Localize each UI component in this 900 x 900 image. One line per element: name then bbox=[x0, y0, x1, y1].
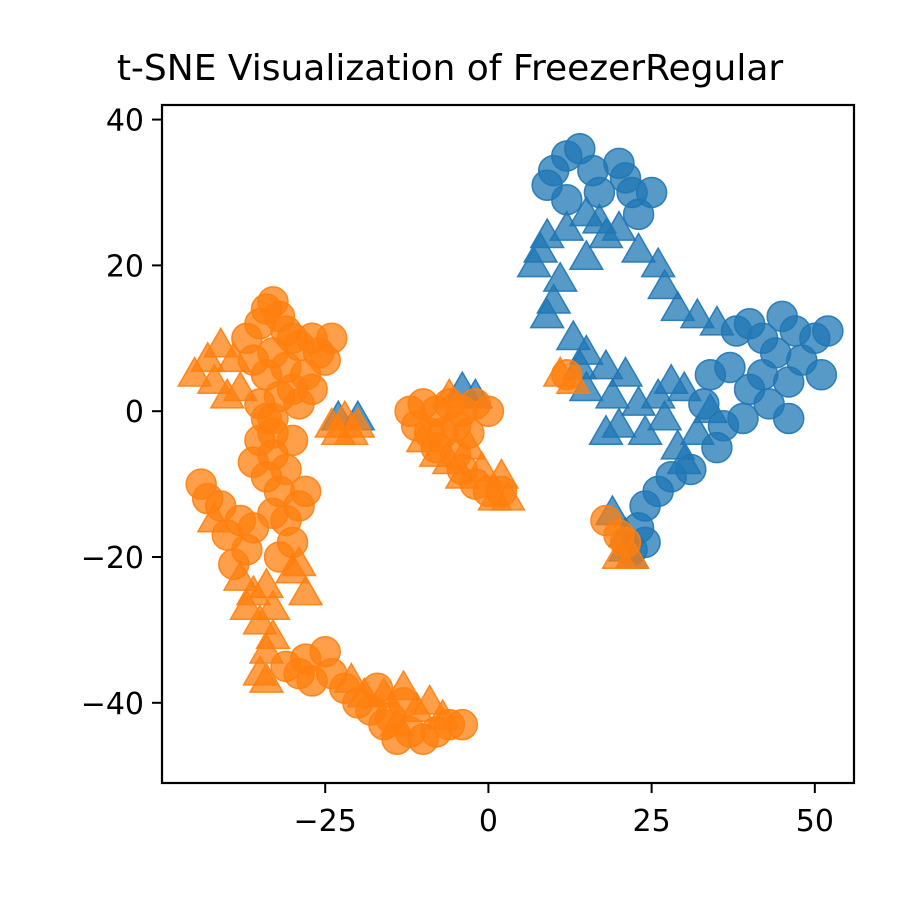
scatter-point-series0-circle bbox=[694, 358, 727, 391]
y-tick-label: −40 bbox=[81, 687, 144, 722]
scatter-point-series1-triangle bbox=[196, 363, 232, 394]
scatter-point-series0-triangle bbox=[679, 297, 716, 329]
scatter-point-series1-circle bbox=[250, 402, 283, 435]
scatter-point-series0-triangle bbox=[516, 246, 552, 278]
y-tick-label: 40 bbox=[106, 104, 144, 139]
scatter-point-series1-circle bbox=[289, 643, 322, 675]
scatter-point-series1-triangle bbox=[229, 589, 265, 620]
points-layer bbox=[176, 132, 844, 756]
scatter-point-series1-triangle bbox=[431, 377, 467, 409]
scatter-point-series0-circle bbox=[622, 198, 655, 231]
scatter-point-series0-triangle bbox=[607, 355, 644, 387]
scatter-point-series0-circle bbox=[688, 388, 720, 420]
scatter-point-series0-circle bbox=[609, 162, 642, 194]
scatter-point-series1-triangle bbox=[209, 377, 245, 409]
scatter-point-series0-circle bbox=[805, 358, 838, 391]
x-tick-label: 50 bbox=[796, 804, 834, 839]
scatter-point-series1-circle bbox=[283, 388, 315, 420]
scatter-point-series1-triangle bbox=[490, 479, 526, 511]
scatter-point-series0-triangle bbox=[640, 246, 676, 278]
scatter-point-series0-triangle bbox=[581, 202, 618, 234]
scatter-point-series1-triangle bbox=[405, 421, 441, 453]
scatter-point-series1-triangle bbox=[411, 684, 448, 715]
scatter-point-series1-triangle bbox=[425, 698, 461, 730]
scatter-point-series0-triangle bbox=[568, 239, 605, 271]
scatter-point-series1-triangle bbox=[385, 669, 422, 701]
scatter-point-series1-circle bbox=[289, 475, 322, 508]
scatter-point-series1-triangle bbox=[379, 705, 415, 737]
scatter-point-series1-circle bbox=[315, 322, 348, 355]
scatter-point-series0-triangle bbox=[620, 232, 657, 263]
scatter-point-series0-triangle bbox=[660, 290, 696, 322]
scatter-point-series1-triangle bbox=[248, 662, 285, 693]
scatter-point-series0-triangle bbox=[594, 377, 631, 409]
scatter-point-series0-triangle bbox=[588, 414, 624, 446]
scatter-point-series1-circle bbox=[237, 446, 270, 478]
scatter-point-series0-triangle bbox=[568, 334, 605, 365]
scatter-point-series1-triangle bbox=[333, 414, 370, 446]
scatter-point-series1-circle bbox=[472, 395, 505, 427]
scatter-point-series0-circle bbox=[701, 431, 733, 464]
scatter-point-series1-triangle bbox=[242, 603, 278, 635]
y-tick-label: −20 bbox=[81, 541, 144, 576]
scatter-point-series0-triangle bbox=[555, 319, 591, 351]
scatter-point-series1-triangle bbox=[196, 501, 232, 533]
plot-frame bbox=[160, 103, 856, 785]
scatter-point-series1-triangle bbox=[203, 326, 239, 358]
scatter-point-series0-circle bbox=[772, 402, 805, 435]
scatter-point-series0-triangle bbox=[601, 210, 637, 241]
scatter-point-series0-triangle bbox=[646, 399, 683, 431]
scatter-point-series1-triangle bbox=[333, 662, 370, 693]
scatter-point-series0-triangle bbox=[646, 268, 683, 300]
scatter-point-series0-triangle bbox=[542, 261, 578, 292]
x-tick-label: −25 bbox=[294, 804, 357, 839]
scatter-point-series1-triangle bbox=[281, 545, 317, 577]
axis-ticks: −25 0 25 50 40 20 0 −20 −40 bbox=[81, 104, 834, 839]
scatter-point-series1-triangle bbox=[287, 574, 324, 606]
y-tick-label: 20 bbox=[106, 249, 144, 284]
scatter-point-series1-triangle bbox=[464, 450, 500, 482]
scatter-point-series0-triangle bbox=[529, 297, 565, 329]
scatter-point-series1-triangle bbox=[483, 458, 520, 489]
scatter-point-series0-circle bbox=[812, 315, 844, 347]
scatter-point-series0-triangle bbox=[588, 348, 624, 380]
x-tick-label: 25 bbox=[633, 804, 671, 839]
scatter-point-series1-triangle bbox=[248, 567, 285, 599]
x-tick-label: 0 bbox=[479, 804, 498, 839]
scatter-point-series1-triangle bbox=[555, 363, 591, 394]
scatter-point-series1-triangle bbox=[451, 428, 487, 460]
scatter-point-series1-triangle bbox=[222, 560, 259, 591]
chart-title: t-SNE Visualization of FreezerRegular bbox=[117, 48, 784, 89]
y-tick-label: 0 bbox=[125, 395, 144, 430]
scatter-point-series1-triangle bbox=[614, 538, 650, 569]
